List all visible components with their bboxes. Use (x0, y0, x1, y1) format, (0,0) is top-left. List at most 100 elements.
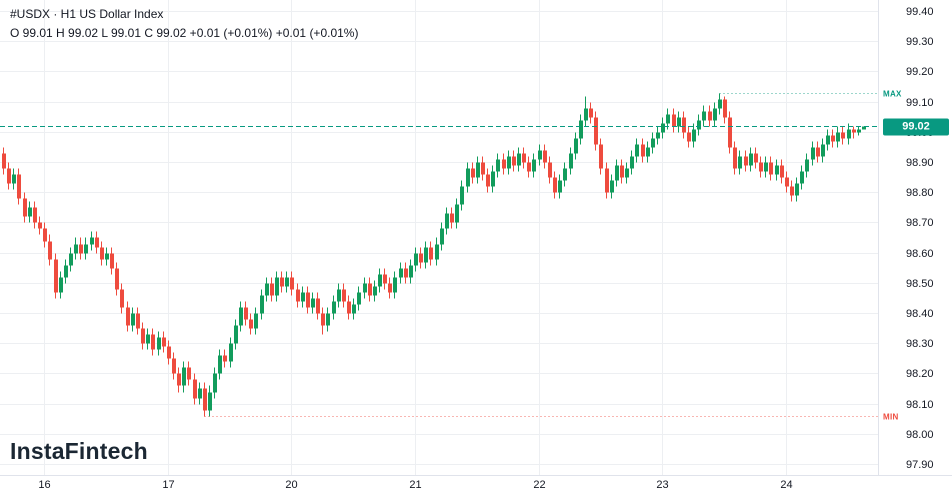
candle-body (54, 259, 58, 293)
time-axis-label: 24 (780, 479, 793, 491)
candle-body (249, 319, 253, 329)
candle-body (687, 132, 691, 142)
ohlc-readout: O 99.01 H 99.02 L 99.01 C 99.02 +0.01 (+… (10, 26, 359, 40)
candle-body (347, 301, 351, 314)
candle-body (605, 168, 609, 193)
instafintech-logo: InstaFintech (10, 438, 148, 464)
candle-body (69, 253, 73, 266)
candle-body (203, 388, 207, 411)
candle-body (481, 162, 485, 175)
candle-body (368, 283, 372, 296)
candle-body (162, 337, 166, 347)
candle-body (723, 99, 727, 118)
candle-body (59, 277, 63, 293)
candle-body (553, 177, 557, 193)
candle-body (363, 283, 367, 293)
candle-body (702, 111, 706, 121)
candle-body (17, 174, 21, 199)
candle-body (182, 367, 186, 386)
candle-body (630, 156, 634, 169)
candle-body (115, 268, 119, 290)
candle-body (651, 138, 655, 148)
candle-body (790, 186, 794, 196)
candle-body (74, 244, 78, 254)
candle-body (223, 355, 227, 362)
time-axis[interactable]: 16 17 20 21 22 23 24 (0, 475, 952, 494)
candle-body (239, 307, 243, 326)
candle-body (862, 126, 866, 130)
time-axis-label: 23 (656, 479, 669, 491)
candle-body (172, 358, 176, 374)
candle-body (800, 171, 804, 184)
candle-body (563, 168, 567, 181)
candle-body (43, 228, 47, 242)
price-axis-label: 98.70 (906, 216, 934, 229)
candle-body (821, 144, 825, 157)
candle-body (625, 168, 629, 178)
candle-body (393, 277, 397, 293)
candle-body (409, 265, 413, 278)
candle-body (852, 129, 856, 133)
candle-body (728, 117, 732, 148)
price-axis-label: 98.50 (906, 277, 934, 290)
candle-body (672, 114, 676, 127)
price-axis-label: 98.30 (906, 337, 934, 350)
candle-body (558, 180, 562, 193)
candle-body (177, 373, 181, 386)
candle-body (167, 346, 171, 359)
candle-body (321, 313, 325, 326)
time-axis-label: 17 (162, 479, 175, 491)
price-axis-label: 98.10 (906, 398, 934, 411)
candle-body (357, 292, 361, 305)
candle-body (64, 265, 68, 278)
candle-body (826, 135, 830, 145)
candle-body (620, 165, 624, 178)
candle-body (337, 289, 341, 302)
candle-body (373, 286, 377, 296)
candle-body (12, 174, 16, 184)
candle-body (48, 241, 52, 260)
candle-body (517, 153, 521, 166)
candle-body (764, 162, 768, 172)
candle-body (594, 117, 598, 145)
candle-body (831, 135, 835, 142)
candlestick-chart[interactable] (0, 0, 878, 475)
candle-body (718, 99, 722, 109)
candle-body (187, 367, 191, 380)
candle-body (656, 132, 660, 139)
candle-body (692, 129, 696, 142)
price-axis-label: 98.80 (906, 186, 934, 199)
candle-body (661, 123, 665, 133)
candle-body (296, 289, 300, 302)
candle-body (301, 292, 305, 302)
price-axis-label: 97.90 (906, 458, 934, 471)
candle-body (311, 298, 315, 308)
price-axis-label: 99.10 (906, 96, 934, 109)
candle-body (38, 222, 42, 229)
price-axis-label: 99.20 (906, 65, 934, 78)
price-axis-label: 98.00 (906, 428, 934, 441)
max-price-label: MAX (883, 89, 902, 98)
candle-body (419, 253, 423, 263)
candle-body (780, 165, 784, 178)
candle-body (440, 228, 444, 245)
candle-body (342, 289, 346, 302)
candle-body (229, 343, 233, 362)
candle-body (641, 144, 645, 157)
candle-body (579, 120, 583, 139)
candle-body (635, 144, 639, 157)
candle-body (708, 111, 712, 121)
price-axis[interactable]: MAX MIN 99.02 99.4099.3099.2099.1099.009… (878, 0, 952, 475)
price-axis-label: 98.90 (906, 156, 934, 169)
candle-body (857, 129, 861, 133)
candle-body (270, 283, 274, 296)
candle-body (466, 168, 470, 187)
candle-body (841, 132, 845, 139)
symbol-title: #USDX · H1 US Dollar Index (10, 7, 164, 21)
candle-body (285, 277, 289, 287)
candle-body (265, 283, 269, 296)
candle-body (141, 328, 145, 344)
candle-body (569, 153, 573, 169)
min-price-label: MIN (883, 412, 899, 421)
candle-body (836, 132, 840, 142)
